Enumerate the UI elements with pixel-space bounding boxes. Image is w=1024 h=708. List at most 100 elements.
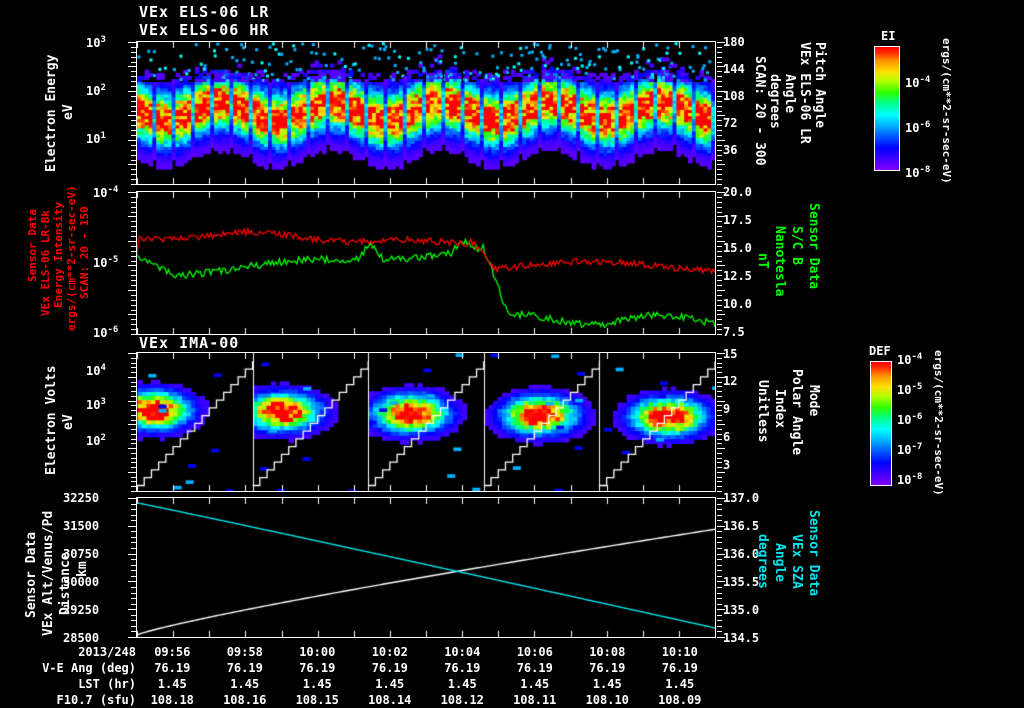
panel4-right-tick-rail (717, 570, 722, 571)
panel4-left-tick-rail (128, 498, 136, 499)
panel3-title-line1: VEx IMA-00 (139, 334, 240, 352)
panel-altitude-sza[interactable] (136, 497, 716, 638)
panel1-right-tick-rail (717, 57, 722, 58)
panel2-left-tick-rail (131, 207, 136, 208)
panel2-left-tick-rail (131, 202, 136, 203)
panel2-left-tick-rail (131, 280, 136, 281)
panel4-right-tick-rail (717, 604, 722, 605)
panel2-right-tick-rail (717, 290, 725, 291)
panel1-right-axis-label-line1: Pitch Angle (812, 42, 827, 129)
panel4-right-tick-rail (717, 515, 722, 516)
panel2-left-axis-label-line1: Sensor Data (26, 209, 39, 282)
panel4-left-axis-label-line2: VEx Alt/Venus/Pd (41, 510, 56, 636)
panel2-left-axis-label-line5: SCAN: 20 - 150 (78, 206, 91, 299)
panel2-right-tick-1: 17.5 (723, 213, 752, 227)
panel3-left-tick-rail (131, 386, 136, 387)
panel4-left-tick-rail (131, 593, 136, 594)
panel3-left-tick-rail (128, 448, 136, 449)
bottom-cell-times-1: 09:58 (226, 645, 263, 659)
bottom-cell-lst-1: 1.45 (230, 677, 260, 691)
panel2-left-axis-label-line3: Energy Intensity (52, 202, 65, 308)
panel4-right-tick-rail (717, 593, 722, 594)
panel3-left-tick-2: 102 (86, 433, 106, 448)
panel4-left-tick-rail (131, 559, 136, 560)
panel3-left-tick-rail (128, 472, 136, 473)
colorbar-def[interactable] (870, 361, 892, 486)
panel-ion-energy-spectrogram[interactable] (136, 352, 716, 492)
panel3-left-tick-rail (131, 434, 136, 435)
colorbar-def-tick-3: 10-7 (897, 442, 923, 457)
panel1-right-tick-rail (717, 150, 722, 151)
panel1-left-tick-rail (131, 184, 136, 185)
panel4-left-tick-rail (131, 604, 136, 605)
panel1-right-tick-rail (717, 145, 722, 146)
panel1-left-tick-1: 102 (86, 83, 106, 98)
panel2-left-tick-rail (131, 231, 136, 232)
panel3-right-tick-rail (717, 358, 722, 359)
panel2-right-tick-rail (717, 329, 722, 330)
panel3-right-tick-rail (717, 424, 725, 425)
colorbar-ei[interactable] (874, 46, 900, 171)
bottom-cell-ve_ang-0: 76.19 (154, 661, 191, 675)
panel1-right-tick-rail (717, 160, 722, 161)
bottom-cell-lst-7: 1.45 (665, 677, 695, 691)
panel3-right-tick-rail (717, 410, 722, 411)
panel2-left-tick-rail (128, 290, 136, 291)
panel-electron-energy-spectrogram[interactable] (136, 41, 716, 185)
panel1-right-tick-rail (717, 91, 725, 92)
colorbar-ei-tick-0: 10-4 (905, 75, 931, 90)
panel4-left-tick-rail (131, 620, 136, 621)
panel3-right-tick-rail (717, 372, 722, 373)
bottom-cell-ve_ang-5: 76.19 (516, 661, 553, 675)
panel1-left-tick-rail (131, 111, 136, 112)
panel1-left-tick-rail (131, 120, 136, 121)
colorbar-ei-title: EI (881, 29, 896, 43)
panel1-left-tick-rail (131, 76, 136, 77)
panel3-left-tick-rail (131, 396, 136, 397)
panel1-left-tick-rail (131, 47, 136, 48)
line-canvas-altitude-sza (137, 498, 715, 637)
panel2-left-axis-label-line2: VEx ELS-06 LR-Bk (39, 210, 52, 316)
panel2-left-tick-rail (131, 236, 136, 237)
panel4-right-axis-label-line1: Sensor Data (806, 510, 821, 597)
panel4-right-axis-label-line3: Angle (772, 543, 787, 583)
panel3-left-tick-rail (131, 429, 136, 430)
panel1-right-tick-rail (717, 164, 725, 165)
panel3-right-tick-rail (717, 462, 722, 463)
bottom-cell-times-4: 10:04 (444, 645, 481, 659)
panel2-left-tick-rail (131, 221, 136, 222)
panel3-right-tick-1: 12 (723, 374, 738, 388)
panel4-left-tick-rail (131, 520, 136, 521)
panel4-right-tick-rail (717, 587, 722, 588)
panel3-right-tick-rail (717, 386, 722, 387)
panel1-right-tick-rail (717, 125, 722, 126)
panel2-left-tick-rail (131, 310, 136, 311)
bottom-cell-f107-6: 108.10 (585, 693, 629, 707)
panel4-right-tick-rail (717, 576, 722, 577)
panel2-left-tick-rail (131, 270, 136, 271)
panel3-right-axis-label-line3: Index (772, 389, 787, 429)
panel3-left-tick-rail (131, 405, 136, 406)
panel2-left-tick-rail (131, 334, 136, 335)
panel4-left-tick-3: 30000 (63, 575, 100, 589)
panel3-left-tick-rail (131, 367, 136, 368)
panel4-right-tick-rail (717, 565, 722, 566)
panel3-left-tick-rail (131, 358, 136, 359)
panel1-right-axis-label-line4: degrees (767, 74, 782, 129)
panel4-right-tick-4: 135.0 (723, 603, 760, 617)
panel4-right-axis-label-line4: degrees (755, 534, 770, 589)
panel3-right-tick-4: 3 (723, 458, 731, 472)
bottom-cell-lst-4: 1.45 (447, 677, 477, 691)
panel2-right-tick-5: 7.5 (723, 325, 745, 339)
panel4-right-tick-rail (717, 504, 722, 505)
bottom-cell-ve_ang-2: 76.19 (299, 661, 336, 675)
panel2-left-tick-1: 10-5 (93, 255, 119, 270)
colorbar-def-units: ergs/(cm**2-sr-sec-eV) (932, 350, 945, 496)
panel2-right-tick-rail (717, 231, 722, 232)
panel4-right-tick-rail (717, 542, 722, 543)
panel1-left-tick-rail (131, 169, 136, 170)
bottom-cell-lst-0: 1.45 (157, 677, 187, 691)
panel2-right-tick-3: 12.5 (723, 269, 752, 283)
panel-energy-intensity-bfield[interactable] (136, 191, 716, 335)
panel4-right-tick-rail (717, 554, 725, 555)
